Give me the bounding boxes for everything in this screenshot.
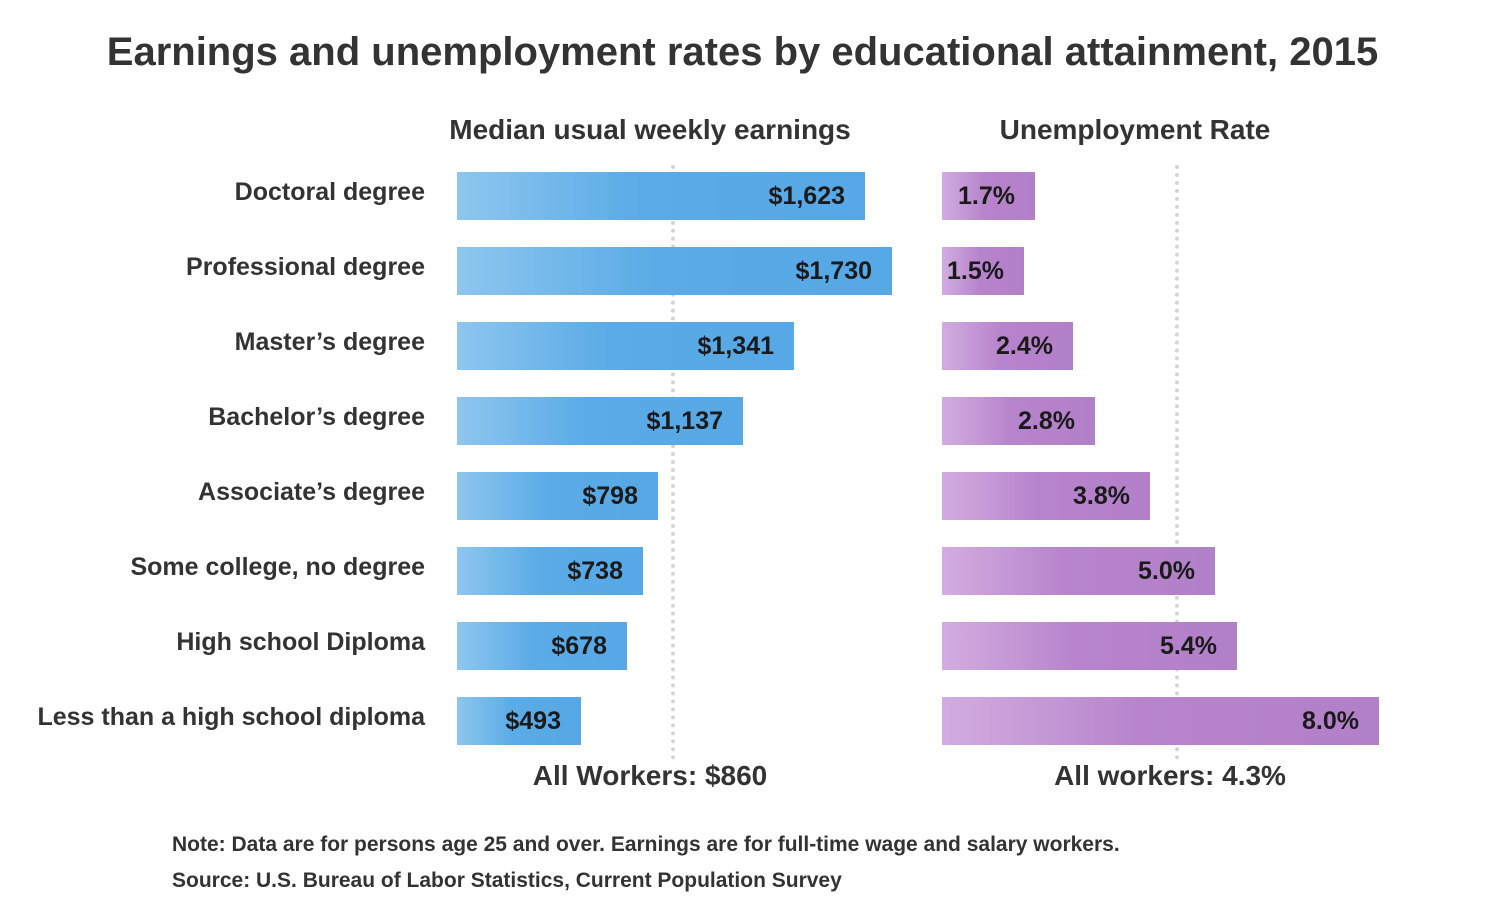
unemployment-value-label: 1.5% bbox=[947, 256, 1004, 285]
earnings-value-label: $1,623 bbox=[768, 181, 845, 210]
earnings-bar: $738 bbox=[457, 547, 643, 595]
earnings-value-label: $798 bbox=[582, 481, 638, 510]
unemployment-bar: 2.8% bbox=[942, 397, 1095, 445]
footnote-note: Note: Data are for persons age 25 and ov… bbox=[172, 833, 1120, 856]
category-label: Bachelor’s degree bbox=[208, 403, 425, 431]
earnings-bar: $678 bbox=[457, 622, 627, 670]
unemployment-bar: 5.0% bbox=[942, 547, 1215, 595]
earnings-average-line bbox=[671, 165, 675, 760]
category-label: Master’s degree bbox=[234, 328, 425, 356]
unemployment-value-label: 2.4% bbox=[996, 331, 1053, 360]
earnings-value-label: $493 bbox=[505, 706, 561, 735]
unemployment-bar: 1.5% bbox=[942, 247, 1024, 295]
unemployment-panel-title: Unemployment Rate bbox=[999, 114, 1271, 145]
unemployment-value-label: 2.8% bbox=[1018, 406, 1075, 435]
earnings-value-label: $1,341 bbox=[697, 331, 774, 360]
unemployment-bar: 2.4% bbox=[942, 322, 1073, 370]
category-label: Associate’s degree bbox=[198, 478, 425, 506]
unemployment-value-label: 1.7% bbox=[958, 181, 1015, 210]
earnings-bar: $1,137 bbox=[457, 397, 743, 445]
unemployment-value-label: 3.8% bbox=[1073, 481, 1130, 510]
earnings-value-label: $738 bbox=[567, 556, 623, 585]
earnings-bar: $1,341 bbox=[457, 322, 794, 370]
unemployment-bar: 1.7% bbox=[942, 172, 1035, 220]
chart-title: Earnings and unemployment rates by educa… bbox=[106, 30, 1379, 74]
category-label: Professional degree bbox=[186, 253, 425, 281]
earnings-value-label: $1,730 bbox=[795, 256, 872, 285]
earnings-bar: $798 bbox=[457, 472, 658, 520]
category-label: Less than a high school diploma bbox=[37, 703, 425, 731]
earnings-value-label: $1,137 bbox=[646, 406, 723, 435]
unemployment-bar: 5.4% bbox=[942, 622, 1237, 670]
category-label: Some college, no degree bbox=[130, 553, 425, 581]
footnote-source: Source: U.S. Bureau of Labor Statistics,… bbox=[172, 869, 842, 892]
earnings-average-label: All Workers: $860 bbox=[532, 760, 768, 791]
unemployment-bar: 3.8% bbox=[942, 472, 1150, 520]
earnings-bar: $1,623 bbox=[457, 172, 865, 220]
unemployment-bar: 8.0% bbox=[942, 697, 1379, 745]
unemployment-average-label: All workers: 4.3% bbox=[1054, 760, 1286, 791]
earnings-bar: $1,730 bbox=[457, 247, 892, 295]
earnings-panel-title: Median usual weekly earnings bbox=[449, 114, 851, 145]
unemployment-average-line bbox=[1175, 165, 1179, 760]
unemployment-value-label: 5.4% bbox=[1160, 631, 1217, 660]
category-label: Doctoral degree bbox=[234, 178, 425, 206]
category-label: High school Diploma bbox=[176, 628, 425, 656]
earnings-bar: $493 bbox=[457, 697, 581, 745]
unemployment-value-label: 5.0% bbox=[1138, 556, 1195, 585]
unemployment-value-label: 8.0% bbox=[1302, 706, 1359, 735]
earnings-value-label: $678 bbox=[551, 631, 607, 660]
